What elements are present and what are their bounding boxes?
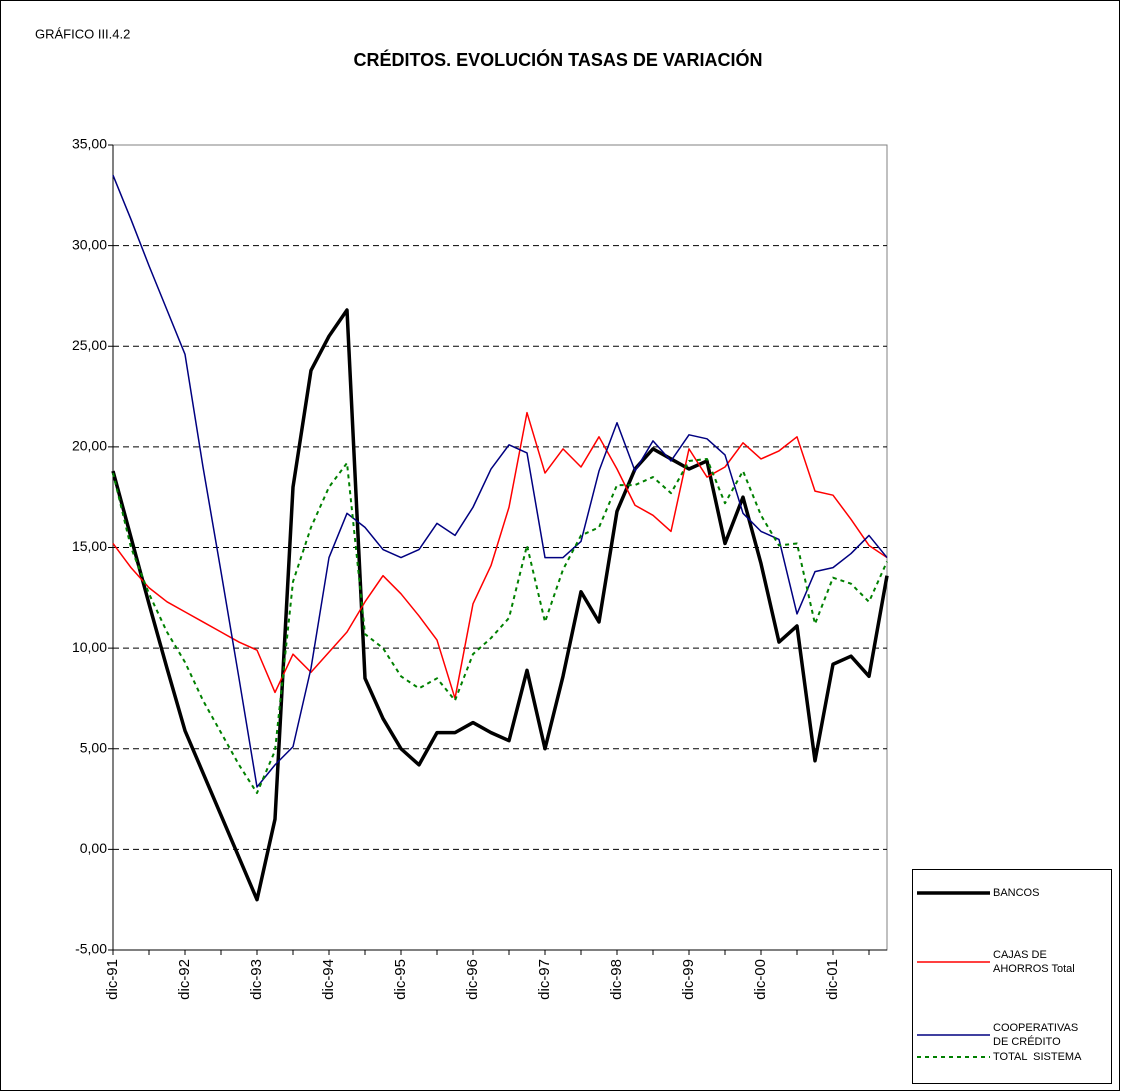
y-tick-label: 15,00: [72, 538, 107, 554]
series-line: [112, 174, 888, 788]
legend-label: BANCOS: [993, 887, 1040, 899]
legend-box: [912, 869, 1112, 1084]
x-tick-label: dic-99: [680, 959, 697, 1000]
plot-area: [112, 144, 888, 951]
y-tick-label: 20,00: [72, 438, 107, 454]
y-tick-label: 5,00: [80, 739, 107, 755]
x-tick-label: dic-95: [392, 959, 409, 1000]
legend-label: TOTAL SISTEMA: [993, 1051, 1082, 1063]
y-tick-label: 35,00: [72, 136, 107, 152]
x-tick-label: dic-96: [464, 959, 481, 1000]
series-line: [112, 457, 888, 795]
x-tick-label: dic-94: [320, 959, 337, 1000]
legend-label: CAJAS DE AHORROS Total: [993, 949, 1075, 975]
chart-title: CRÉDITOS. EVOLUCIÓN TASAS DE VARIACIÓN: [353, 49, 762, 70]
y-tick-label: 25,00: [72, 337, 107, 353]
y-tick-label: 30,00: [72, 236, 107, 252]
x-tick-label: dic-98: [608, 959, 625, 1000]
x-tick-label: dic-01: [824, 959, 841, 1000]
legend-label: COOPERATIVAS DE CRÉDITO: [993, 1022, 1082, 1048]
x-tick-label: dic-00: [752, 959, 769, 1000]
x-tick-label: dic-93: [248, 959, 265, 1000]
series-line: [111, 308, 889, 902]
x-tick-label: dic-92: [176, 959, 193, 1000]
y-tick-label: -5,00: [75, 941, 107, 957]
x-tick-label: dic-97: [536, 959, 553, 1000]
series-line: [112, 411, 888, 700]
figure-label: GRÁFICO III.4.2: [35, 26, 130, 41]
x-tick-label: dic-91: [104, 959, 121, 1000]
y-tick-label: 10,00: [72, 639, 107, 655]
y-tick-label: 0,00: [80, 840, 107, 856]
